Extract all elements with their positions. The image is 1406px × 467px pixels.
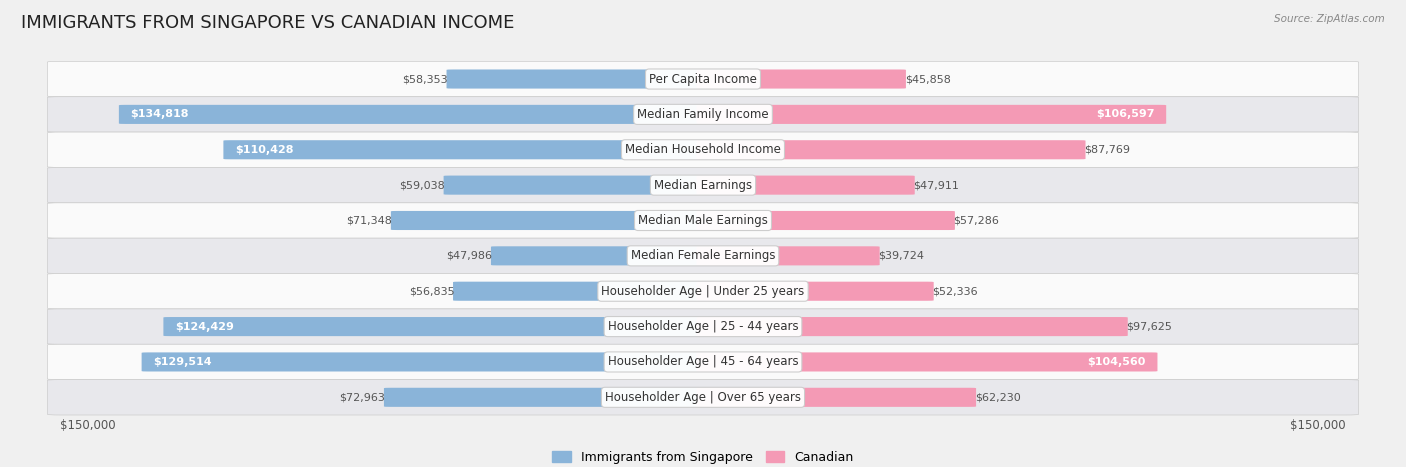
Text: $110,428: $110,428 [235,145,294,155]
FancyBboxPatch shape [163,317,710,336]
Text: $124,429: $124,429 [174,322,233,332]
FancyBboxPatch shape [48,132,1358,168]
Text: $57,286: $57,286 [953,215,1000,226]
FancyBboxPatch shape [48,61,1358,97]
FancyBboxPatch shape [120,105,710,124]
FancyBboxPatch shape [453,282,710,301]
Text: $150,000: $150,000 [60,419,115,432]
Text: $62,230: $62,230 [974,392,1021,402]
Text: $72,963: $72,963 [339,392,385,402]
FancyBboxPatch shape [696,282,934,301]
Text: $97,625: $97,625 [1126,322,1173,332]
Text: Per Capita Income: Per Capita Income [650,72,756,85]
Text: $129,514: $129,514 [153,357,212,367]
FancyBboxPatch shape [48,203,1358,238]
FancyBboxPatch shape [696,353,1157,371]
Text: $58,353: $58,353 [402,74,449,84]
Legend: Immigrants from Singapore, Canadian: Immigrants from Singapore, Canadian [547,446,859,467]
FancyBboxPatch shape [391,211,710,230]
Text: $39,724: $39,724 [879,251,924,261]
Text: $56,835: $56,835 [409,286,454,296]
FancyBboxPatch shape [696,176,915,195]
Text: Householder Age | 25 - 44 years: Householder Age | 25 - 44 years [607,320,799,333]
FancyBboxPatch shape [48,97,1358,132]
Text: $52,336: $52,336 [932,286,979,296]
FancyBboxPatch shape [696,140,1085,159]
Text: Source: ZipAtlas.com: Source: ZipAtlas.com [1274,14,1385,24]
Text: Householder Age | Under 25 years: Householder Age | Under 25 years [602,285,804,298]
FancyBboxPatch shape [444,176,710,195]
Text: IMMIGRANTS FROM SINGAPORE VS CANADIAN INCOME: IMMIGRANTS FROM SINGAPORE VS CANADIAN IN… [21,14,515,32]
FancyBboxPatch shape [447,70,710,89]
FancyBboxPatch shape [48,168,1358,203]
Text: $47,986: $47,986 [446,251,492,261]
Text: $71,348: $71,348 [346,215,392,226]
FancyBboxPatch shape [384,388,710,407]
FancyBboxPatch shape [491,246,710,265]
FancyBboxPatch shape [48,274,1358,309]
FancyBboxPatch shape [48,380,1358,415]
FancyBboxPatch shape [48,238,1358,274]
Text: $104,560: $104,560 [1087,357,1146,367]
Text: Householder Age | 45 - 64 years: Householder Age | 45 - 64 years [607,355,799,368]
Text: Median Male Earnings: Median Male Earnings [638,214,768,227]
FancyBboxPatch shape [696,317,1128,336]
Text: $87,769: $87,769 [1084,145,1130,155]
FancyBboxPatch shape [142,353,710,371]
FancyBboxPatch shape [696,105,1166,124]
Text: $45,858: $45,858 [904,74,950,84]
Text: $150,000: $150,000 [1291,419,1346,432]
FancyBboxPatch shape [696,246,880,265]
FancyBboxPatch shape [696,388,976,407]
Text: $59,038: $59,038 [399,180,444,190]
Text: Median Family Income: Median Family Income [637,108,769,121]
FancyBboxPatch shape [696,70,905,89]
FancyBboxPatch shape [696,211,955,230]
Text: Median Female Earnings: Median Female Earnings [631,249,775,262]
FancyBboxPatch shape [48,344,1358,380]
Text: Median Household Income: Median Household Income [626,143,780,156]
Text: $106,597: $106,597 [1097,109,1154,120]
Text: $134,818: $134,818 [131,109,188,120]
Text: Median Earnings: Median Earnings [654,178,752,191]
FancyBboxPatch shape [48,309,1358,344]
Text: $47,911: $47,911 [914,180,959,190]
Text: Householder Age | Over 65 years: Householder Age | Over 65 years [605,391,801,404]
FancyBboxPatch shape [224,140,710,159]
